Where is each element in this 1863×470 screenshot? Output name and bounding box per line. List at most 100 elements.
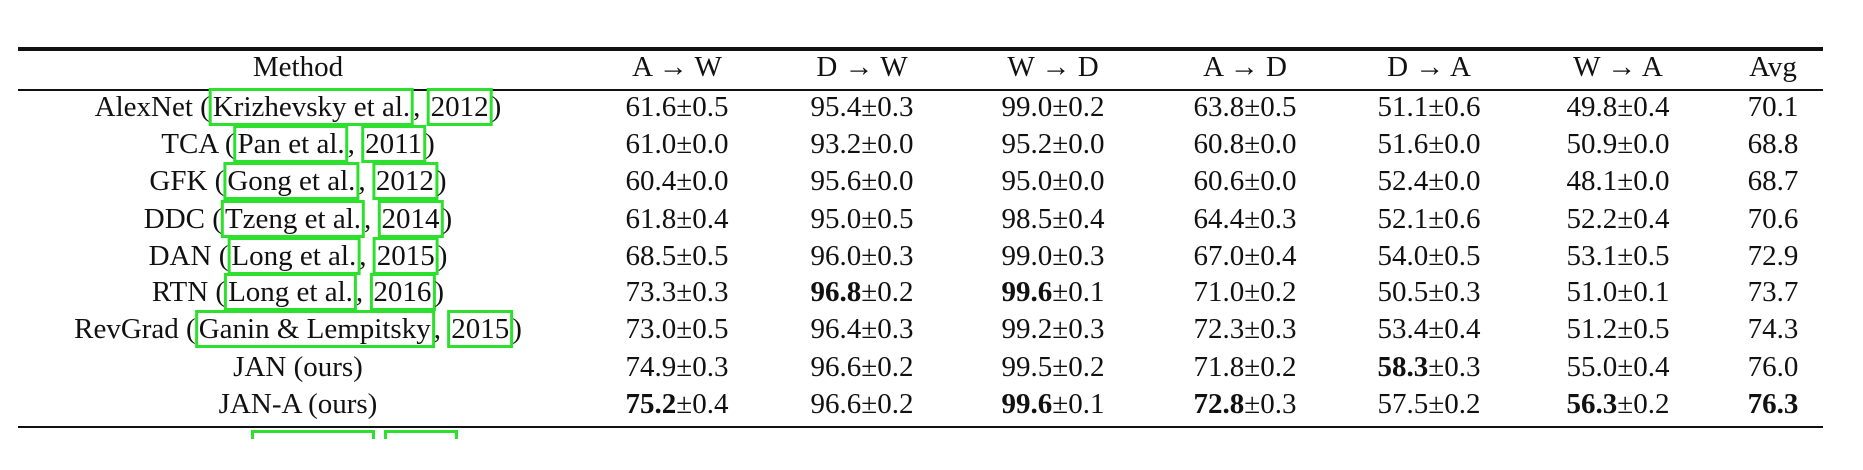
citation-year[interactable]: 2012 — [371, 162, 438, 200]
method-cell: DAN (Long et al., 2015) — [149, 237, 447, 275]
method-name: AlexNet — [94, 91, 193, 123]
accuracy-std: ±0.2 — [1052, 351, 1105, 383]
average-value: 72.9 — [1747, 240, 1799, 272]
average-cell: 72.9 — [1748, 238, 1799, 275]
accuracy-cell: 51.6±0.0 — [1378, 126, 1481, 163]
accuracy-mean: 96.6 — [810, 388, 862, 420]
header-method: Method — [252, 51, 344, 83]
accuracy-std: ±0.3 — [1052, 240, 1105, 272]
accuracy-cell: 71.0±0.2 — [1194, 274, 1297, 311]
accuracy-std: ±0.4 — [1617, 203, 1670, 235]
average-value: 73.7 — [1747, 276, 1799, 308]
average-value: 76.3 — [1747, 388, 1799, 420]
accuracy-std: ±0.4 — [676, 388, 729, 420]
accuracy-std: ±0.5 — [1244, 91, 1297, 123]
accuracy-cell: 72.8±0.3 — [1194, 386, 1297, 423]
method-cell: JAN (ours) — [233, 349, 363, 386]
accuracy-cell: 95.2±0.0 — [1002, 126, 1105, 163]
average-value: 70.6 — [1747, 203, 1799, 235]
average-value: 68.7 — [1747, 165, 1799, 197]
accuracy-cell: 96.6±0.2 — [811, 349, 914, 386]
citation-year[interactable]: 2012 — [426, 88, 493, 126]
citation-year[interactable]: 2015 — [372, 237, 439, 275]
accuracy-cell: 54.0±0.5 — [1378, 238, 1481, 275]
accuracy-mean: 61.8 — [625, 203, 677, 235]
accuracy-std: ±0.0 — [861, 165, 914, 197]
accuracy-mean: 98.5 — [1001, 203, 1053, 235]
table-row: RTN (Long et al., 2016) 73.3±0.3 96.8±0.2 9… — [0, 273, 1863, 311]
accuracy-std: ±0.6 — [1428, 203, 1481, 235]
method-cell: AlexNet (Krizhevsky et al., 2012) — [94, 88, 501, 126]
average-cell: 76.3 — [1748, 386, 1799, 423]
citation-author[interactable]: Long et al. — [227, 237, 361, 275]
accuracy-cell: 96.8±0.2 — [811, 274, 914, 311]
accuracy-mean: 93.2 — [810, 128, 862, 160]
accuracy-mean: 51.2 — [1566, 313, 1618, 345]
accuracy-std: ±0.0 — [1428, 128, 1481, 160]
accuracy-std: ±0.1 — [1052, 388, 1105, 420]
table-row: TCA (Pan et al., 2011) 61.0±0.0 93.2±0.0 95… — [0, 125, 1863, 163]
accuracy-cell: 51.0±0.1 — [1567, 274, 1670, 311]
citation-author[interactable]: Long et al. — [224, 273, 357, 311]
accuracy-cell: 98.5±0.4 — [1002, 201, 1105, 238]
accuracy-std: ±0.3 — [1244, 203, 1297, 235]
average-value: 68.8 — [1747, 128, 1799, 160]
accuracy-mean: 96.0 — [810, 240, 862, 272]
accuracy-cell: 96.4±0.3 — [811, 311, 914, 348]
header-d-a: D → A — [1387, 51, 1471, 83]
citation-year[interactable]: 2016 — [369, 273, 436, 311]
accuracy-mean: 74.9 — [625, 351, 677, 383]
accuracy-std: ±0.3 — [861, 240, 914, 272]
header-row: Method A → W D → W W → D A → D D → A W →… — [0, 49, 1863, 86]
citation-year[interactable]: 2015 — [447, 310, 514, 348]
method-name: DDC — [143, 203, 206, 235]
average-value: 74.3 — [1747, 313, 1799, 345]
average-cell: 70.1 — [1748, 89, 1799, 126]
accuracy-mean: 99.2 — [1001, 313, 1053, 345]
accuracy-cell: 99.5±0.2 — [1002, 349, 1105, 386]
accuracy-mean: 72.8 — [1193, 388, 1245, 420]
accuracy-std: ±0.0 — [1617, 128, 1670, 160]
accuracy-cell: 61.6±0.5 — [626, 89, 729, 126]
accuracy-mean: 61.6 — [625, 91, 677, 123]
accuracy-std: ±0.3 — [861, 313, 914, 345]
accuracy-std: ±0.3 — [1428, 276, 1481, 308]
citation-author[interactable]: Gong et al. — [223, 162, 360, 200]
accuracy-std: ±0.0 — [861, 128, 914, 160]
accuracy-std: ±0.3 — [676, 351, 729, 383]
accuracy-cell: 61.8±0.4 — [626, 201, 729, 238]
method-cell: GFK (Gong et al., 2012) — [149, 162, 447, 200]
accuracy-cell: 95.6±0.0 — [811, 163, 914, 200]
accuracy-mean: 95.6 — [810, 165, 862, 197]
citation-author[interactable]: Pan et al. — [233, 125, 349, 163]
header-d-w: D → W — [816, 51, 908, 83]
accuracy-cell: 73.0±0.5 — [626, 311, 729, 348]
accuracy-mean: 53.1 — [1566, 240, 1618, 272]
citation-year[interactable]: 2014 — [377, 200, 444, 238]
accuracy-cell: 55.0±0.4 — [1567, 349, 1670, 386]
accuracy-std: ±0.5 — [676, 91, 729, 123]
header-w-a: W → A — [1573, 51, 1663, 83]
accuracy-std: ±0.1 — [1617, 276, 1670, 308]
method-name: JAN (ours) — [233, 351, 363, 383]
citation-year[interactable]: 2011 — [361, 125, 427, 163]
accuracy-cell: 99.6±0.1 — [1002, 386, 1105, 423]
accuracy-std: ±0.4 — [1617, 351, 1670, 383]
accuracy-cell: 61.0±0.0 — [626, 126, 729, 163]
accuracy-cell: 99.0±0.3 — [1002, 238, 1105, 275]
citation-author[interactable]: Krizhevsky et al. — [208, 88, 415, 126]
accuracy-mean: 99.5 — [1001, 351, 1053, 383]
average-value: 76.0 — [1747, 351, 1799, 383]
accuracy-cell: 96.6±0.2 — [811, 386, 914, 423]
average-cell: 74.3 — [1748, 311, 1799, 348]
accuracy-cell: 99.0±0.2 — [1002, 89, 1105, 126]
accuracy-cell: 56.3±0.2 — [1567, 386, 1670, 423]
accuracy-cell: 49.8±0.4 — [1567, 89, 1670, 126]
citation-author[interactable]: Tzeng et al. — [220, 200, 366, 238]
citation-author[interactable]: Ganin & Lempitsky — [194, 310, 435, 348]
accuracy-mean: 63.8 — [1193, 91, 1245, 123]
table-row: JAN-A (ours) 75.2±0.4 96.6±0.2 99.6±0.1 72.8… — [0, 386, 1863, 423]
accuracy-mean: 56.3 — [1566, 388, 1618, 420]
top-rule — [18, 47, 1823, 51]
header-rule — [18, 89, 1823, 91]
